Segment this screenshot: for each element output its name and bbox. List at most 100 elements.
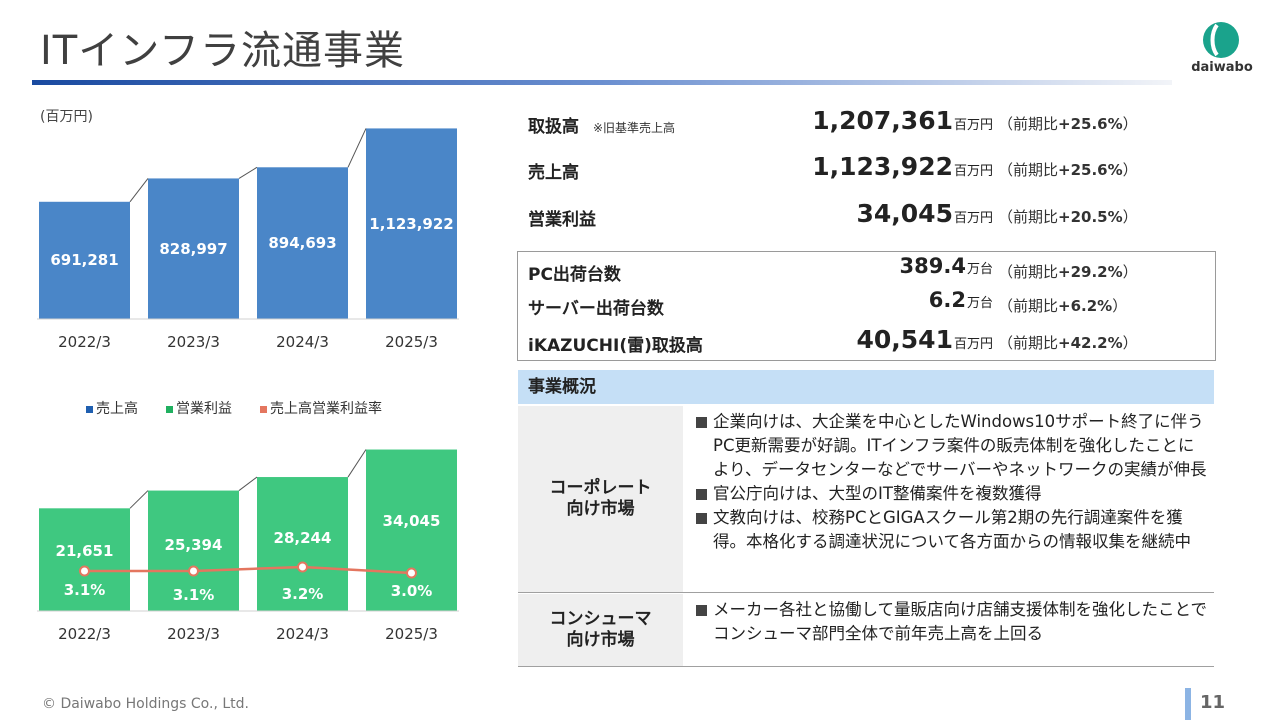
bar-value-label: 894,693 <box>268 234 336 252</box>
bar-connector <box>347 449 367 478</box>
kpi-value-number: 34,045 <box>856 199 953 228</box>
x-tick-label: 2024/3 <box>276 333 329 351</box>
x-tick-label: 2025/3 <box>385 625 438 643</box>
bar-connector <box>129 178 149 203</box>
margin-value-label: 3.1% <box>173 586 215 604</box>
kpi-label-text: 売上高 <box>528 163 579 183</box>
kpi-growth-prefix: （前期比 <box>998 115 1059 133</box>
kpi-growth: （前期比+20.5%） <box>998 206 1138 227</box>
kpi-growth-prefix: （前期比 <box>998 161 1059 179</box>
bar <box>39 201 130 319</box>
overview-item: メーカー各社と協働して量販店向け店舗支援体制を強化したことでコンシューマ部門全体… <box>693 598 1208 646</box>
bar <box>366 449 457 611</box>
kpi-growth-value: +6.2% <box>1058 297 1113 315</box>
bar-connector <box>129 490 149 509</box>
legend-swatch-margin <box>260 405 267 413</box>
bar-value-label: 691,281 <box>50 251 118 269</box>
page-title: ITインフラ流通事業 <box>40 28 406 74</box>
legend-swatch-profit <box>166 405 173 413</box>
kpi-growth-value: +20.5% <box>1058 208 1123 226</box>
bar <box>257 167 348 319</box>
margin-point <box>79 565 90 577</box>
bar-value-label: 828,997 <box>159 240 227 258</box>
overview-item: 官公庁向けは、大型のIT整備案件を複数獲得 <box>693 482 1208 506</box>
kpi-label: サーバー出荷台数 <box>528 294 664 319</box>
margin-point <box>406 567 417 579</box>
kpi-value: 6.2万台 <box>740 288 993 312</box>
kpi-growth-value: +25.6% <box>1058 161 1123 179</box>
kpi-note: ※旧基準売上高 <box>593 121 676 135</box>
x-tick-label: 2022/3 <box>58 333 111 351</box>
kpi-value: 34,045百万円 <box>740 199 994 228</box>
overview-items-consumer: メーカー各社と協働して量販店向け店舗支援体制を強化したことでコンシューマ部門全体… <box>693 598 1208 646</box>
kpi-value-unit: 百万円 <box>953 164 993 179</box>
kpi-growth-prefix: （前期比 <box>998 334 1059 352</box>
kpi-value: 40,541百万円 <box>740 325 994 354</box>
kpi-label-text: サーバー出荷台数 <box>528 299 664 319</box>
y-unit-label: (百万円) <box>40 109 93 125</box>
kpi-growth-suffix: ） <box>1122 263 1138 281</box>
sales-chart: (百万円) 691,281 2022/3 828,997 2023/3 894,693 20… <box>37 109 459 351</box>
page-number: 11 <box>1200 692 1226 713</box>
overview-row-corporate: コーポレート 向け市場 企業向けは、大企業を中心としたWindows10サポート… <box>518 406 1214 593</box>
kpi-label: PC出荷台数 <box>528 260 621 285</box>
kpi-growth-prefix: （前期比 <box>998 263 1059 281</box>
bar-value-label: 25,394 <box>165 536 223 554</box>
legend-swatch-sales <box>86 405 93 413</box>
kpi-growth-suffix: ） <box>1122 208 1138 226</box>
margin-value-label: 3.2% <box>282 585 324 603</box>
kpi-label: 取扱高 ※旧基準売上高 <box>528 112 675 137</box>
kpi-value-unit: 百万円 <box>953 118 993 133</box>
kpi-growth-value: +25.6% <box>1058 115 1123 133</box>
kpi-value: 1,207,361百万円 <box>740 106 993 135</box>
legend-item-profit: 営業利益 <box>166 398 232 418</box>
kpi-value-unit: 百万円 <box>953 211 993 226</box>
kpi-value-number: 40,541 <box>856 325 953 354</box>
overview-label-corporate-line1: コーポレート <box>549 477 652 498</box>
kpi-value: 389.4万台 <box>740 254 993 278</box>
kpi-label: 営業利益 <box>528 205 596 230</box>
bar-value-label: 28,244 <box>274 529 332 547</box>
legend-label-profit: 営業利益 <box>176 401 232 417</box>
bar-connector <box>238 166 258 179</box>
bar-value-label: 1,123,922 <box>369 215 453 233</box>
kpi-label-text: iKAZUCHI(雷)取扱高 <box>528 336 703 356</box>
kpi-growth-suffix: ） <box>1122 161 1138 179</box>
x-tick-label: 2022/3 <box>58 625 111 643</box>
daiwabo-logo-icon <box>1203 22 1239 58</box>
legend-item-margin: 売上高営業利益率 <box>260 398 382 418</box>
margin-line <box>84 565 412 575</box>
title-underline <box>32 80 1172 85</box>
margin-value-label: 3.1% <box>64 581 106 599</box>
kpi-value-number: 1,123,922 <box>812 152 953 181</box>
overview-label-consumer: コンシューマ 向け市場 <box>518 594 683 666</box>
kpi-value-number: 1,207,361 <box>812 106 953 135</box>
kpi-growth-prefix: （前期比 <box>998 208 1059 226</box>
overview-row-consumer: コンシューマ 向け市場 メーカー各社と協働して量販店向け店舗支援体制を強化したこ… <box>518 594 1214 667</box>
overview-items-corporate: 企業向けは、大企業を中心としたWindows10サポート終了に伴うPC更新需要が… <box>693 410 1208 554</box>
bar-connector <box>238 476 258 491</box>
bar-value-label: 34,045 <box>383 512 441 530</box>
kpi-value-unit: 万台 <box>966 296 993 311</box>
overview-label-corporate-line2: 向け市場 <box>566 499 635 519</box>
kpi-growth-value: +29.2% <box>1058 263 1123 281</box>
bar-connector <box>347 128 367 168</box>
bar-value-label: 21,651 <box>56 542 114 560</box>
bar <box>148 490 239 611</box>
chart-legend: 売上高 営業利益 売上高営業利益率 <box>86 398 382 418</box>
kpi-box-volume <box>517 251 1216 361</box>
copyright-text: © Daiwabo Holdings Co., Ltd. <box>42 696 249 712</box>
overview-label-consumer-line1: コンシューマ <box>549 608 652 629</box>
overview-header: 事業概況 <box>518 370 1214 404</box>
kpi-label-text: 営業利益 <box>528 210 596 230</box>
margin-point <box>188 565 199 577</box>
kpi-growth-value: +42.2% <box>1058 334 1123 352</box>
legend-label-margin: 売上高営業利益率 <box>270 401 382 417</box>
kpi-label-text: 取扱高 <box>528 117 579 137</box>
bar <box>39 508 130 611</box>
margin-point <box>297 561 308 573</box>
x-tick-label: 2025/3 <box>385 333 438 351</box>
kpi-value-number: 6.2 <box>928 288 966 312</box>
kpi-value-unit: 百万円 <box>953 337 993 352</box>
kpi-growth: （前期比+6.2%） <box>998 295 1127 316</box>
